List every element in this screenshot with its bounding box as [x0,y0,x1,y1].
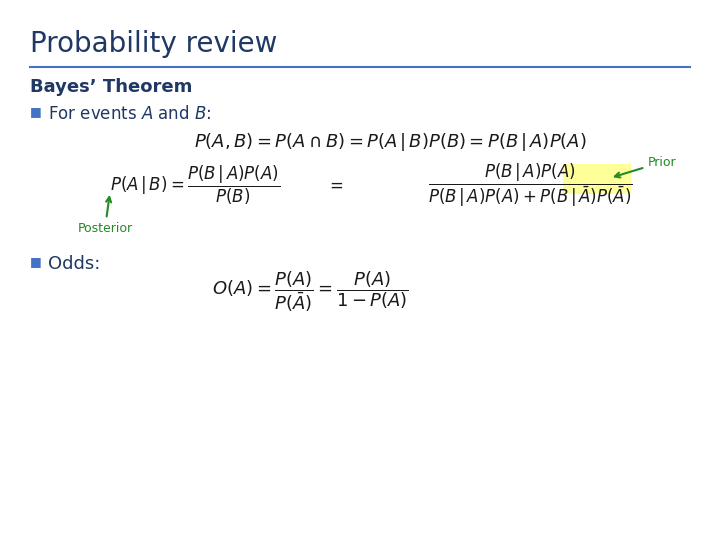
Text: $\dfrac{P(B\,|\,A)P(A)}{P(B\,|\,A)P(A)+P(B\,|\,\bar{A})P(\bar{A})}$: $\dfrac{P(B\,|\,A)P(A)}{P(B\,|\,A)P(A)+P… [428,161,632,209]
Text: Bayes’ Theorem: Bayes’ Theorem [30,78,192,96]
Text: Posterior: Posterior [78,197,132,235]
Text: Prior: Prior [615,156,677,178]
Bar [563,164,631,194]
Text: $=$: $=$ [326,176,343,194]
Text: $O(A)=\dfrac{P(A)}{P(\bar{A})}=\dfrac{P(A)}{1-P(A)}$: $O(A)=\dfrac{P(A)}{P(\bar{A})}=\dfrac{P(… [212,270,408,314]
Text: ■: ■ [30,105,42,118]
Text: $P(A,B)=P(A\cap B)=P(A\,|\,B)P(B)=P(B\,|\,A)P(A)$: $P(A,B)=P(A\cap B)=P(A\,|\,B)P(B)=P(B\,|… [194,131,586,153]
Text: ■: ■ [30,255,42,268]
Text: $P(A\,|\,B)=\dfrac{P(B\,|\,A)P(A)}{P(B)}$: $P(A\,|\,B)=\dfrac{P(B\,|\,A)P(A)}{P(B)}… [110,164,280,207]
Text: Probability review: Probability review [30,30,277,58]
Text: Odds:: Odds: [48,255,100,273]
Text: For events $\mathit{A}$ and $\mathit{B}$:: For events $\mathit{A}$ and $\mathit{B}$… [48,105,212,123]
